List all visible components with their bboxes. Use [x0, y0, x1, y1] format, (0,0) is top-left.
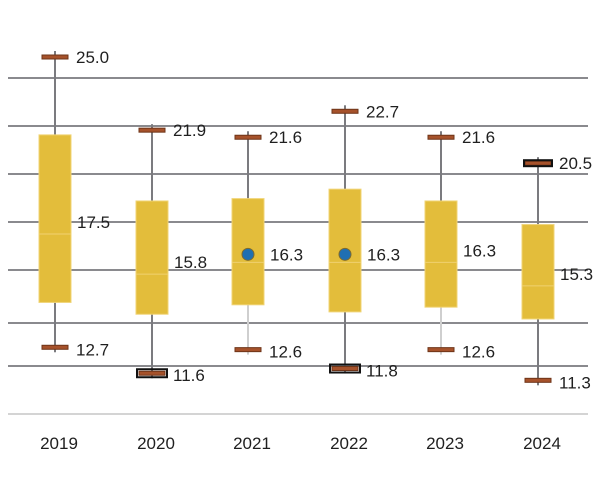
x-tick-label: 2021 — [233, 434, 271, 453]
x-tick-label: 2020 — [137, 434, 175, 453]
max-cap — [41, 54, 69, 60]
mean-marker — [241, 247, 255, 261]
median-value-label: 16.3 — [270, 245, 303, 264]
min-value-label: 11.6 — [173, 366, 205, 385]
iqr-box — [38, 134, 72, 303]
max-value-label: 22.7 — [366, 102, 399, 121]
x-tick-labels: 2019 2020 2021 2022 2023 2024 — [40, 434, 561, 453]
x-tick-label: 2022 — [330, 434, 368, 453]
box-group-2023: 21.6 16.3 12.6 — [424, 128, 496, 362]
boxes: 25.0 17.5 12.7 21.9 15.8 11.6 21.6 16.3 12.6 22.7… — [38, 48, 593, 392]
mean-marker — [338, 247, 352, 261]
min-cap — [41, 344, 69, 350]
min-cap — [234, 347, 262, 353]
min-value-label: 11.3 — [559, 373, 591, 392]
box-group-2021: 21.6 16.3 12.6 — [231, 128, 303, 362]
x-tick-label: 2023 — [426, 434, 464, 453]
gridlines — [8, 77, 588, 367]
max-value-label: 21.6 — [269, 128, 302, 147]
min-value-label: 12.6 — [462, 343, 495, 362]
max-cap-highlight — [523, 159, 553, 168]
min-cap — [524, 377, 552, 383]
box-group-2020: 21.9 15.8 11.6 — [135, 121, 207, 385]
x-tick-label: 2024 — [523, 434, 561, 453]
min-cap-highlight — [329, 363, 361, 374]
max-value-label: 21.9 — [173, 121, 206, 140]
min-cap — [427, 347, 455, 353]
max-cap — [524, 160, 552, 166]
max-value-label: 21.6 — [462, 128, 495, 147]
median-value-label: 15.8 — [174, 253, 207, 272]
max-cap — [331, 108, 359, 114]
max-value-label: 20.5 — [559, 154, 592, 173]
max-value-label: 25.0 — [76, 48, 109, 67]
x-tick-label: 2019 — [40, 434, 78, 453]
median-value-label: 16.3 — [367, 245, 400, 264]
box-group-2024: 20.5 15.3 11.3 — [521, 154, 593, 392]
min-cap — [138, 370, 166, 376]
min-value-label: 12.7 — [76, 340, 109, 359]
median-value-label: 17.5 — [77, 213, 110, 232]
box-group-2022: 22.7 16.3 11.8 — [328, 102, 400, 381]
min-value-label: 11.8 — [366, 362, 398, 381]
max-cap — [427, 134, 455, 140]
max-cap — [138, 127, 166, 133]
iqr-box — [424, 200, 458, 308]
min-value-label: 12.6 — [269, 343, 302, 362]
median-value-label: 16.3 — [463, 241, 496, 260]
min-cap — [331, 366, 359, 372]
box-group-2019: 25.0 17.5 12.7 — [38, 48, 110, 359]
iqr-box — [135, 200, 169, 315]
iqr-box — [521, 224, 555, 320]
median-value-label: 15.3 — [560, 265, 593, 284]
max-cap — [234, 134, 262, 140]
min-cap-highlight — [136, 368, 168, 379]
